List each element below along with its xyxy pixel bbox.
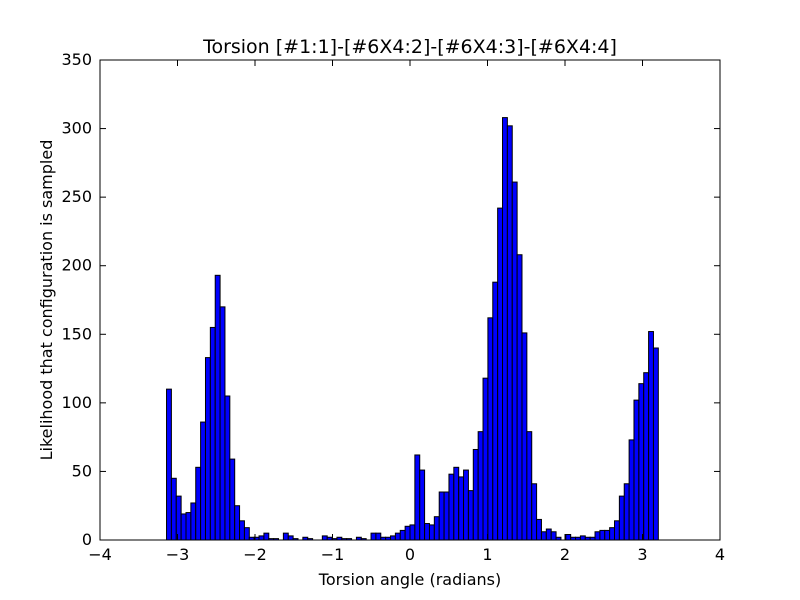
histogram-bar xyxy=(633,399,640,541)
x-tick-label: 3 xyxy=(637,545,647,564)
y-tick-label: 50 xyxy=(72,461,92,480)
y-axis-title: Likelihood that configuration is sampled xyxy=(37,140,56,461)
histogram-bar xyxy=(609,527,616,541)
y-tick-label: 0 xyxy=(82,530,92,549)
histogram-bar xyxy=(224,395,231,541)
histogram-bar xyxy=(497,207,504,541)
histogram-bar xyxy=(409,524,416,541)
x-tick-label: 2 xyxy=(560,545,570,564)
histogram-bar xyxy=(263,532,270,541)
x-axis-title: Torsion angle (radians) xyxy=(318,570,501,589)
histogram-bar xyxy=(428,524,435,541)
histogram-bar xyxy=(239,520,245,541)
histogram-bar xyxy=(477,431,484,541)
histogram-bar xyxy=(419,469,426,541)
histogram-bar xyxy=(433,516,440,541)
histogram-bar xyxy=(399,529,406,541)
histogram-bar xyxy=(321,535,328,541)
y-tick-label: 150 xyxy=(61,324,92,343)
histogram-bar xyxy=(516,254,523,541)
x-tick-label: 4 xyxy=(715,545,725,564)
histogram-bar xyxy=(521,332,528,541)
histogram-bar xyxy=(170,477,177,541)
histogram-bar xyxy=(618,495,625,541)
histogram-bar xyxy=(370,532,377,541)
histogram-bar xyxy=(487,317,494,541)
histogram-bar xyxy=(234,505,241,541)
histogram-bar xyxy=(526,431,533,541)
histogram-bar xyxy=(180,513,187,541)
chart-title: Torsion [#1:1]-[#6X4:2]-[#6X4:3]-[#6X4:4… xyxy=(202,36,617,58)
histogram-bar xyxy=(214,274,221,541)
histogram-bar xyxy=(628,439,635,541)
x-tick-label: −4 xyxy=(88,545,112,564)
histogram-bar xyxy=(638,383,645,541)
histogram-bar xyxy=(579,535,586,541)
x-tick-label: −3 xyxy=(166,545,190,564)
histogram-bar xyxy=(648,331,654,541)
histogram-bar xyxy=(467,490,474,541)
x-tick-label: 0 xyxy=(405,545,415,564)
histogram-bar xyxy=(375,532,382,541)
histogram-bar xyxy=(540,531,547,541)
histogram-bar xyxy=(287,535,294,541)
x-tick-label: −1 xyxy=(321,545,345,564)
histogram-bar xyxy=(453,466,460,541)
histogram-bar xyxy=(511,181,518,541)
histogram-bar xyxy=(414,454,421,541)
histogram-bar xyxy=(458,476,465,541)
y-tick-label: 250 xyxy=(61,187,92,206)
y-tick-label: 100 xyxy=(61,393,92,412)
histogram-bar xyxy=(448,473,455,541)
histogram-bar xyxy=(652,347,659,541)
x-tick-label: 1 xyxy=(482,545,492,564)
histogram-bar xyxy=(604,529,611,541)
histogram-bar xyxy=(243,527,250,541)
histogram-bar xyxy=(229,458,236,541)
y-tick-label: 350 xyxy=(61,50,92,69)
histogram-bar xyxy=(492,281,499,541)
histogram-bar xyxy=(166,388,172,541)
histogram-bar xyxy=(204,357,211,541)
histogram-bar xyxy=(394,532,401,541)
histogram-bar xyxy=(531,483,538,541)
histogram-bar xyxy=(195,466,202,541)
histogram-bar xyxy=(623,483,630,541)
histogram-bar xyxy=(258,535,265,541)
histogram-bar xyxy=(614,520,620,541)
histogram-bar xyxy=(463,469,469,541)
histogram-bar xyxy=(482,377,489,541)
histogram-bar xyxy=(443,491,450,541)
histogram-bar xyxy=(424,523,430,541)
y-tick-label: 200 xyxy=(61,256,92,275)
histogram-bar xyxy=(506,125,513,541)
histogram-bar xyxy=(219,306,226,541)
histogram-bar xyxy=(599,529,606,541)
ticks-group: −4 −3 −2 −1 0 1 2 3 4 0 50 100 150 200 250 300 350 xyxy=(61,50,725,564)
histogram-bar xyxy=(472,448,479,541)
histogram-bar xyxy=(536,518,542,541)
histogram-bar xyxy=(200,421,206,541)
bars-group xyxy=(166,117,659,541)
histogram-bar xyxy=(643,372,650,541)
y-tick-label: 300 xyxy=(61,119,92,138)
histogram-bar xyxy=(502,117,508,541)
histogram-bar xyxy=(545,528,552,541)
histogram-bar xyxy=(390,535,396,541)
x-tick-label: −2 xyxy=(243,545,267,564)
histogram-bar xyxy=(209,326,216,541)
histogram-bar xyxy=(438,491,445,541)
histogram-bar xyxy=(404,525,411,541)
histogram-bar xyxy=(550,531,557,541)
histogram-bar xyxy=(190,502,197,541)
histogram-bar xyxy=(175,495,182,541)
histogram-bar xyxy=(185,512,192,541)
histogram-bar xyxy=(594,531,601,541)
histogram-bar xyxy=(282,532,289,541)
histogram-bar xyxy=(565,534,572,541)
